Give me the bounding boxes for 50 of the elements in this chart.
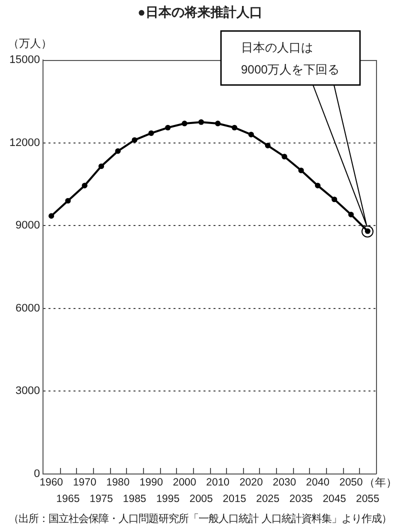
point — [98, 163, 104, 170]
point — [314, 182, 321, 188]
y-tick-label: 15000 — [9, 54, 40, 66]
point — [298, 168, 304, 174]
point — [332, 196, 338, 202]
x-tick-label: 2035 — [289, 493, 313, 506]
point — [264, 142, 271, 148]
x-tick-label: 2040 — [306, 476, 330, 488]
point — [248, 132, 254, 138]
y-axis-title: （万人） — [8, 38, 52, 50]
x-tick-label: 2025 — [256, 493, 280, 506]
point — [282, 154, 288, 160]
point — [48, 213, 54, 219]
x-tick-label: 1975 — [90, 493, 114, 506]
x-tick-label: 1970 — [72, 476, 96, 488]
point — [115, 148, 121, 154]
point — [148, 130, 154, 136]
point — [165, 124, 171, 130]
y-tick-label: 3000 — [16, 385, 40, 398]
y-tick-label: 6000 — [16, 302, 40, 314]
point — [65, 198, 71, 204]
x-tick-label: 2000 — [172, 476, 196, 488]
point — [348, 212, 354, 218]
x-tick-label: 2020 — [239, 476, 263, 488]
x-tick-label: 1995 — [156, 493, 180, 506]
point — [82, 182, 88, 188]
annotation: 日本の人口は 9000万人を下回る — [241, 40, 340, 76]
x-tick-label: 1985 — [122, 493, 146, 506]
x-tick-label: 2055 — [356, 493, 380, 506]
x-tick-label: 1990 — [140, 476, 164, 488]
x-tick-label: 1965 — [56, 493, 80, 506]
x-tick-label: 2045 — [322, 493, 346, 506]
point — [132, 137, 138, 143]
x-tick-label: 2005 — [189, 493, 214, 506]
x-tick-label: 2050 — [339, 476, 363, 488]
x-tick-label: 2015 — [222, 493, 246, 506]
x-axis-title: （年） — [364, 477, 397, 490]
point — [182, 120, 188, 126]
point — [232, 124, 238, 130]
y-tick-label: 12000 — [9, 136, 40, 149]
x-tick-label: 2010 — [206, 476, 230, 488]
x-tick-label: 1980 — [106, 476, 130, 488]
x-tick-label: 2030 — [272, 476, 296, 488]
y-tick-label: 9000 — [16, 220, 40, 232]
x-tick-label: 1960 — [40, 476, 64, 488]
point — [215, 120, 221, 126]
chart-title: ●日本の将来推計人口 — [138, 4, 262, 20]
y-tick-label: 0 — [34, 468, 40, 480]
point — [198, 119, 204, 125]
text: （出所：国立社会保障・人口問題研究所「一般人口統計 人口統計資料集」より作成） — [8, 512, 392, 525]
